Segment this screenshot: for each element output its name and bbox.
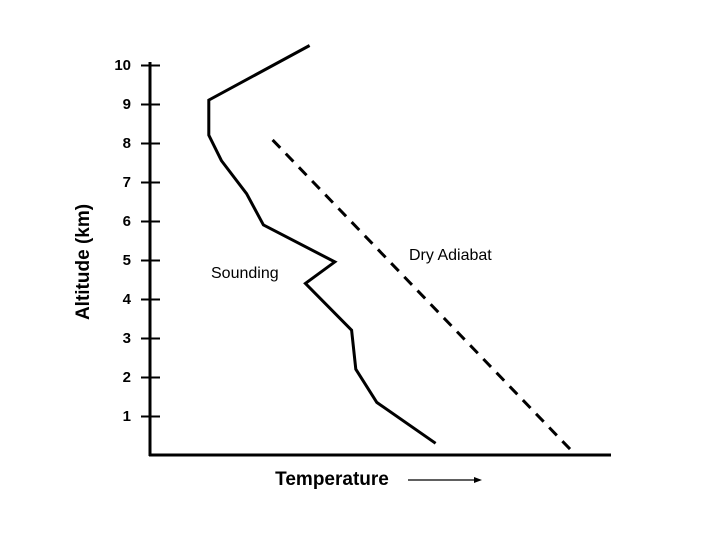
y-tick-label: 6 [123,213,131,230]
y-tick-label: 2 [123,369,131,386]
x-axis-label: Temperature [275,469,389,490]
y-tick-label: 4 [123,291,132,308]
y-tick-label: 9 [123,96,131,113]
y-tick-label: 10 [114,57,131,74]
arrow-head-icon [474,477,482,483]
y-ticks: 1 2 3 4 5 6 7 8 9 10 [114,57,160,425]
y-axis: 1 2 3 4 5 6 7 8 9 10 [114,57,160,456]
series-label-dry-adiabat: Dry Adiabat [409,247,492,264]
y-tick-label: 8 [123,135,131,152]
series-layer [207,44,572,451]
y-tick-label: 1 [123,408,131,425]
series-label-sounding: Sounding [211,265,279,282]
series-line-dry-adiabat [270,138,572,451]
x-axis-direction-arrow [408,477,482,483]
y-tick-label: 3 [123,330,131,347]
y-axis-label: Altitude (km) [73,204,94,320]
y-tick-label: 5 [123,252,131,269]
series-line-sounding [207,44,437,445]
y-tick-label: 7 [123,174,131,191]
